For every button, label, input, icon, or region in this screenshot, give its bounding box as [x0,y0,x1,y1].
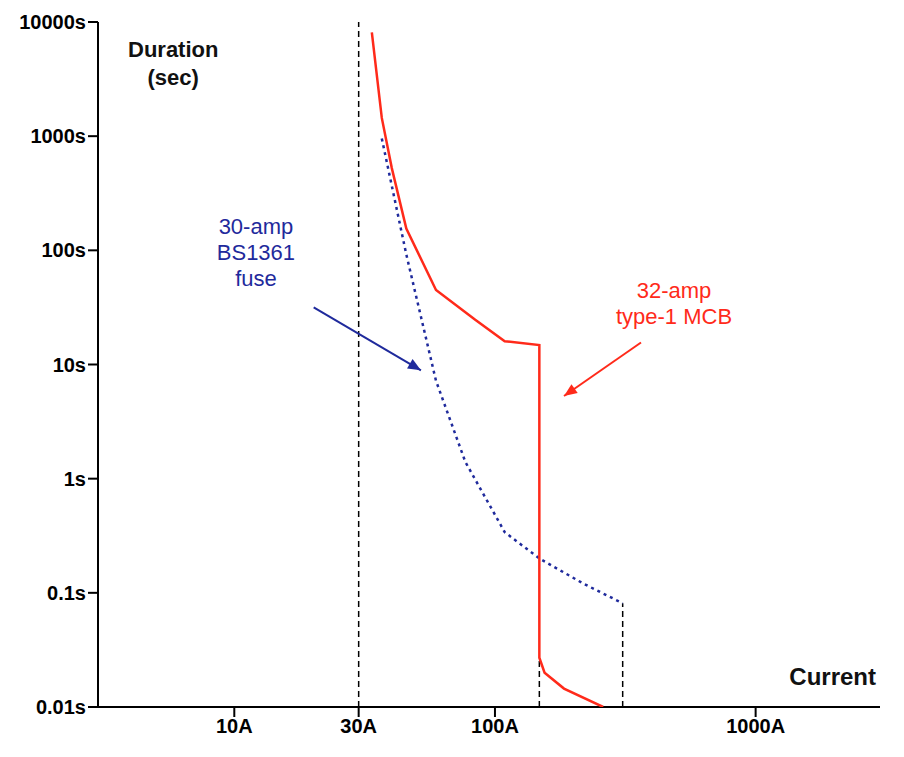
svg-text:100A: 100A [471,715,519,737]
svg-text:1000A: 1000A [726,715,785,737]
svg-text:30A: 30A [340,715,377,737]
svg-text:1000s: 1000s [30,125,86,147]
svg-text:10000s: 10000s [19,11,86,33]
svg-text:32-amptype-1 MCB: 32-amptype-1 MCB [616,278,732,329]
svg-text:10A: 10A [216,715,253,737]
svg-text:0.1s: 0.1s [47,582,86,604]
svg-text:100s: 100s [42,239,87,261]
svg-text:30-ampBS1361fuse: 30-ampBS1361fuse [217,214,295,291]
svg-text:10s: 10s [53,354,86,376]
svg-text:0.01s: 0.01s [36,696,86,718]
html-text:Current: Current [789,663,876,690]
html-text:Duration (sec): Duration (sec) [128,37,219,90]
svg-text:1s: 1s [64,468,86,490]
